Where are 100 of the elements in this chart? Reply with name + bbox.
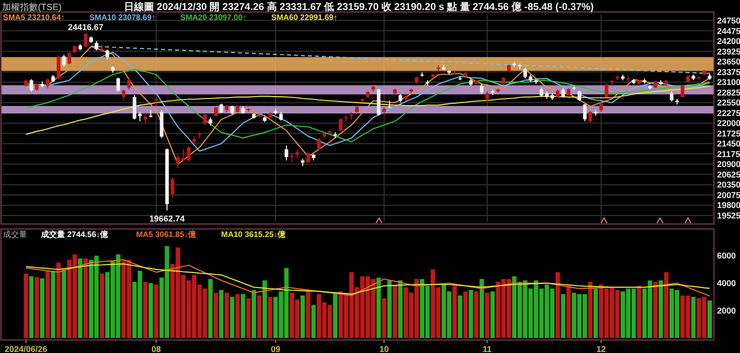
bar xyxy=(566,286,571,338)
bar xyxy=(480,279,484,338)
candlestick xyxy=(295,148,300,160)
annotation: 19662.74 xyxy=(149,213,186,224)
bar xyxy=(235,294,240,338)
y-tick-label: 22550 xyxy=(717,98,740,108)
bar xyxy=(257,295,262,338)
candlestick xyxy=(116,77,120,92)
line-series xyxy=(25,68,710,142)
bar xyxy=(452,286,457,338)
bar xyxy=(62,269,66,338)
candlestick xyxy=(338,118,342,132)
bar xyxy=(148,283,153,338)
y-tick-label: 19525 xyxy=(717,210,740,220)
bar xyxy=(376,278,381,338)
candlestick xyxy=(284,145,288,161)
x-tick-label: 11 xyxy=(482,344,492,353)
line-series xyxy=(25,86,710,135)
bar xyxy=(246,298,251,338)
candlestick xyxy=(203,113,207,126)
chart-subtitle: 日線圖 2024/12/30 開 23274.26 高 23331.67 低 23159.70 收 23190.20 s 點 量 2744.56 億 -85.48 (-0.37%) xyxy=(124,1,594,13)
bar xyxy=(45,270,50,338)
bar xyxy=(556,272,560,338)
bar xyxy=(636,286,642,338)
text: 成交量 2744.56↓億 xyxy=(40,229,110,239)
bar xyxy=(240,294,246,338)
bar xyxy=(208,279,213,338)
bar xyxy=(653,282,658,338)
y-tick-label: 19800 xyxy=(717,200,740,210)
bar xyxy=(224,292,229,338)
y-tick-label: 20900 xyxy=(717,159,740,170)
candlestick xyxy=(46,78,50,89)
bar xyxy=(29,276,34,338)
y-tick-label: 22825 xyxy=(717,87,740,98)
text: SMA60 22991.69↑ xyxy=(271,13,338,22)
x-tick-label: 10 xyxy=(379,344,390,353)
bar xyxy=(24,274,28,338)
text: SMA10 23078.69↑ xyxy=(89,13,156,22)
candlestick xyxy=(344,115,348,122)
candlestick xyxy=(480,83,484,95)
bar xyxy=(154,284,158,338)
bar xyxy=(458,295,462,338)
text: SMA20 23097.00↑ xyxy=(180,13,247,22)
bar xyxy=(560,294,566,338)
bar xyxy=(658,280,664,338)
line-series xyxy=(90,46,710,74)
y-tick-label: 23100 xyxy=(717,77,740,88)
candlestick xyxy=(182,148,186,162)
text: SMA5 23210.64↑ xyxy=(3,13,65,22)
candlestick xyxy=(290,152,294,163)
chart-title: 加權指數(TSE) xyxy=(2,2,62,12)
line-series xyxy=(25,52,710,152)
candlestick xyxy=(540,87,544,98)
candlestick xyxy=(610,80,614,86)
candlestick xyxy=(30,78,34,92)
bar xyxy=(468,290,474,338)
bar xyxy=(50,270,56,338)
candlestick xyxy=(599,102,603,112)
candlestick xyxy=(176,154,180,168)
bar xyxy=(300,295,305,338)
bar xyxy=(311,305,316,338)
y-tick-label: 21175 xyxy=(717,148,740,159)
y-tick-label: 20625 xyxy=(717,169,740,180)
bar xyxy=(588,282,592,338)
candlestick xyxy=(186,146,191,162)
y-tick-label: 2000 xyxy=(717,306,736,316)
candlestick xyxy=(523,67,527,79)
bar xyxy=(707,300,712,338)
bar xyxy=(83,258,88,338)
x-tick-label: 12 xyxy=(596,344,606,353)
candlestick xyxy=(604,83,608,98)
y-tick-label: 6000 xyxy=(717,250,736,261)
candlestick xyxy=(127,78,131,90)
bar xyxy=(262,280,267,338)
bar xyxy=(34,276,40,338)
y-tick-label: 24750 xyxy=(717,16,740,26)
bar xyxy=(268,296,272,338)
x-tick-label: 2024/06/26 xyxy=(4,344,48,353)
candlestick xyxy=(84,32,88,48)
bar xyxy=(333,292,338,338)
candlestick xyxy=(561,87,565,98)
text: MA5 3061.85↓億 xyxy=(136,230,198,239)
bar xyxy=(306,291,310,338)
candlestick xyxy=(317,138,321,150)
bar xyxy=(463,291,468,338)
bar xyxy=(664,272,668,338)
candlestick xyxy=(670,90,674,102)
bar xyxy=(691,296,696,338)
bar xyxy=(230,296,234,338)
candlestick xyxy=(94,40,98,51)
bar xyxy=(78,258,82,338)
bar xyxy=(398,280,403,338)
bar xyxy=(490,291,495,338)
y-tick-label: 22000 xyxy=(717,118,740,128)
candlestick xyxy=(106,49,110,60)
y-tick-label: 20350 xyxy=(717,180,740,190)
bar xyxy=(40,278,44,338)
candlestick xyxy=(68,52,72,65)
candlestick xyxy=(485,90,489,102)
line-series xyxy=(25,46,710,165)
